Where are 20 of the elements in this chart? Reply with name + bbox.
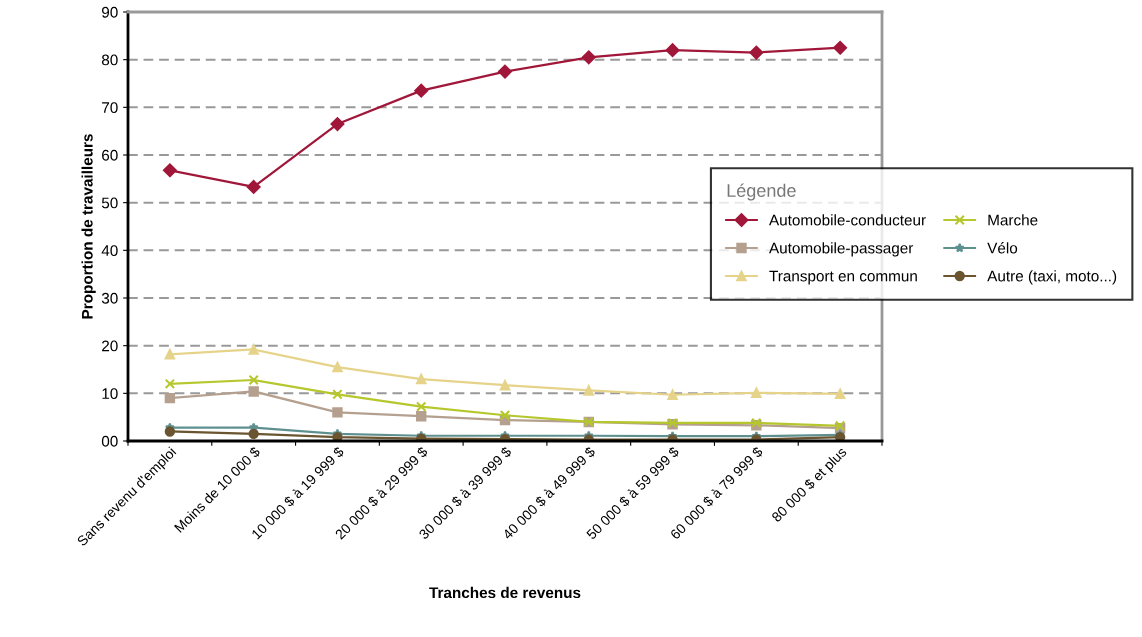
legend-label: Automobile-passager xyxy=(769,242,914,257)
x-axis-title: Tranches de revenus xyxy=(429,586,581,599)
y-tick-label: 30 xyxy=(101,292,118,304)
legend-label: Vélo xyxy=(987,242,1018,254)
y-tick-label: 60 xyxy=(102,149,118,161)
y-axis-title: Proportion de travailleurs xyxy=(81,134,96,319)
y-tick-label: 40 xyxy=(101,245,118,257)
y-tick-label: 70 xyxy=(102,102,118,114)
y-tick-label: 50 xyxy=(101,197,118,209)
y-tick-label: 90 xyxy=(102,6,118,18)
y-tick-label: 80 xyxy=(101,54,118,66)
legend-label: Transport en commun xyxy=(769,270,917,285)
y-tick-label: 00 xyxy=(101,435,118,447)
legend-title: Légende xyxy=(727,183,796,201)
legend-label: Automobile-conducteur xyxy=(769,214,926,226)
y-tick-label: 20 xyxy=(102,340,118,352)
x-tick-label: 80 000 $ et plus xyxy=(770,446,850,525)
legend-label: Marche xyxy=(988,214,1038,226)
legend-label: Autre (taxi, moto...) xyxy=(987,270,1117,285)
y-tick-label: 10 xyxy=(102,388,118,400)
